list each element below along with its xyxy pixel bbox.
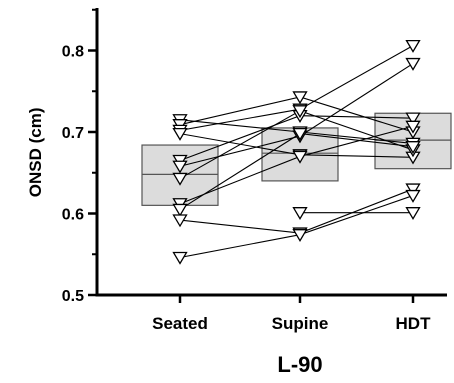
data-point bbox=[405, 189, 421, 203]
data-point bbox=[292, 91, 308, 105]
data-point bbox=[172, 203, 188, 217]
y-tick-label: 0.7 bbox=[62, 125, 84, 142]
data-point bbox=[405, 120, 421, 134]
data-point bbox=[292, 105, 308, 119]
data-point bbox=[405, 39, 421, 53]
data-point bbox=[292, 150, 308, 164]
data-point bbox=[172, 127, 188, 141]
x-tick-label-supine: Supine bbox=[272, 314, 329, 333]
data-point bbox=[172, 214, 188, 228]
markers-layer bbox=[172, 39, 421, 265]
x-tick-label-hdt: HDT bbox=[396, 314, 432, 333]
axes-layer: 0.5 0.6 0.7 0.8 Seated Supine HDT bbox=[62, 8, 447, 333]
y-axis-label: ONSD (cm) bbox=[26, 108, 45, 198]
data-point bbox=[172, 160, 188, 174]
x-tick-label-seated: Seated bbox=[152, 314, 208, 333]
data-point bbox=[405, 141, 421, 154]
y-tick-label: 0.5 bbox=[62, 288, 84, 305]
data-point bbox=[405, 57, 421, 71]
data-point bbox=[292, 127, 308, 141]
y-tick-label: 0.6 bbox=[62, 207, 84, 224]
data-point bbox=[405, 207, 421, 220]
data-point bbox=[405, 112, 421, 126]
y-tick-label: 0.8 bbox=[62, 44, 84, 61]
data-point bbox=[172, 251, 188, 265]
data-point bbox=[172, 172, 188, 186]
data-point bbox=[292, 207, 308, 220]
data-point bbox=[405, 183, 421, 197]
data-point bbox=[292, 229, 308, 242]
x-axis-label: L-90 bbox=[277, 352, 322, 377]
